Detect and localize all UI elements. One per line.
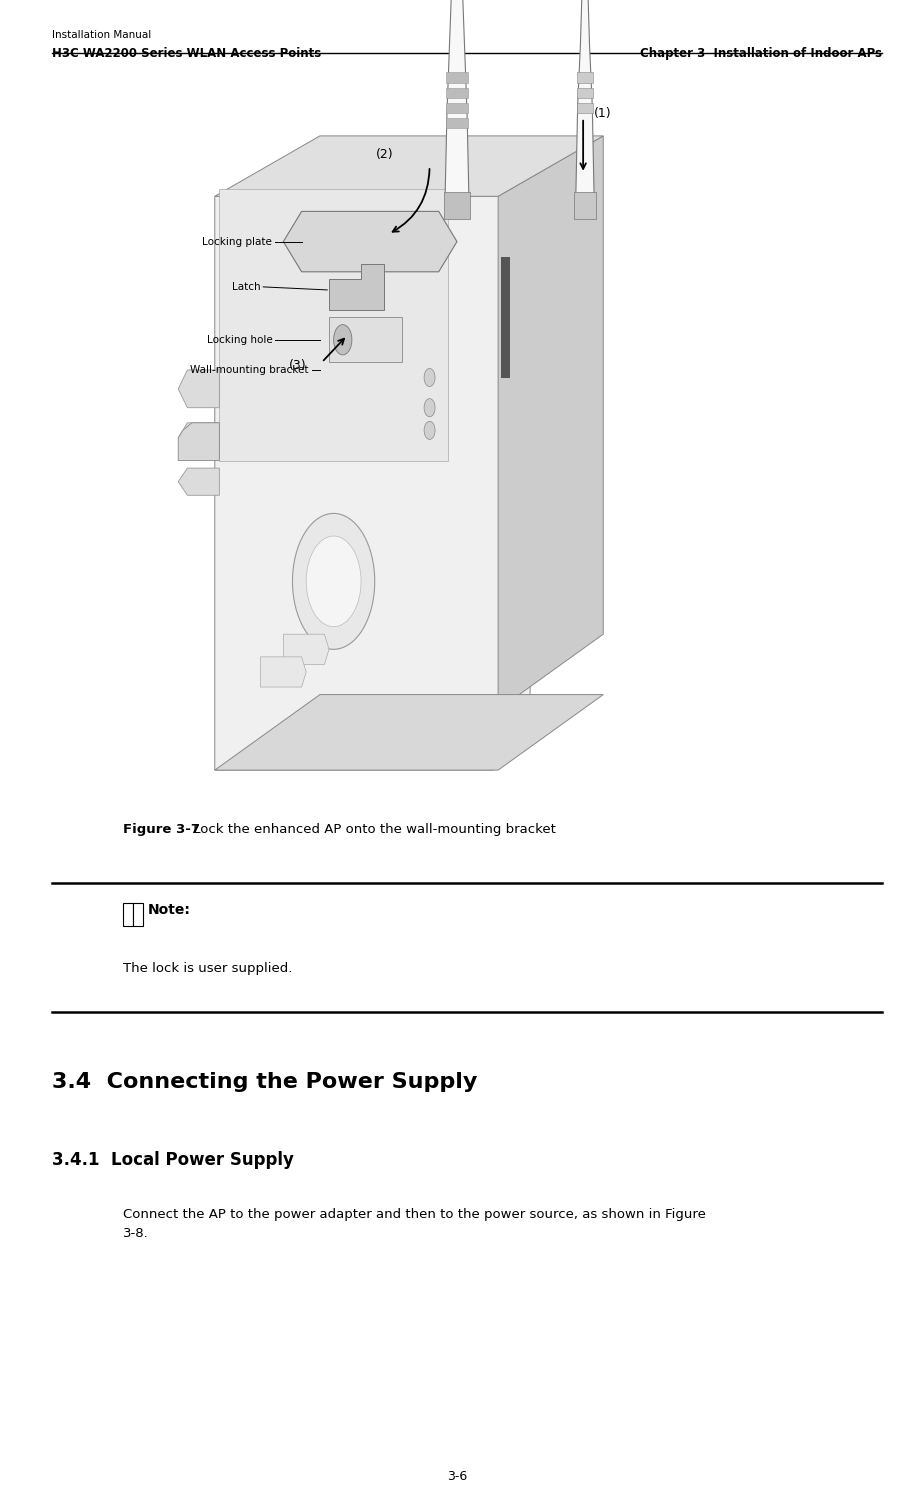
Polygon shape [445, 0, 469, 196]
Text: 3-6: 3-6 [447, 1471, 467, 1483]
Text: Locking hole: Locking hole [207, 335, 272, 344]
Text: 3.4  Connecting the Power Supply: 3.4 Connecting the Power Supply [52, 1072, 477, 1092]
Circle shape [424, 399, 435, 417]
Text: (1): (1) [594, 107, 611, 119]
Text: Chapter 3  Installation of Indoor APs: Chapter 3 Installation of Indoor APs [640, 47, 882, 60]
Polygon shape [498, 136, 603, 710]
Text: Lock the enhanced AP onto the wall-mounting bracket: Lock the enhanced AP onto the wall-mount… [189, 823, 556, 837]
Bar [444, 192, 470, 219]
Bar [446, 72, 468, 83]
Text: Connect the AP to the power adapter and then to the power source, as shown in Fi: Connect the AP to the power adapter and … [123, 1208, 707, 1240]
Text: 3.4.1  Local Power Supply: 3.4.1 Local Power Supply [52, 1151, 294, 1169]
Text: H3C WA2200 Series WLAN Access Points: H3C WA2200 Series WLAN Access Points [52, 47, 322, 60]
Text: Figure 3-7: Figure 3-7 [123, 823, 200, 837]
Circle shape [292, 513, 375, 649]
Bar [577, 72, 593, 83]
Bar [123, 903, 133, 926]
Text: The lock is user supplied.: The lock is user supplied. [123, 962, 292, 975]
Circle shape [334, 325, 352, 355]
Polygon shape [329, 264, 384, 310]
Text: (2): (2) [376, 148, 393, 160]
Bar [574, 192, 596, 219]
Text: (3): (3) [289, 359, 306, 371]
Circle shape [424, 421, 435, 439]
Polygon shape [215, 196, 530, 770]
Bar [133, 903, 143, 926]
Polygon shape [576, 0, 594, 196]
Bar [446, 118, 468, 128]
Polygon shape [283, 211, 457, 272]
Text: Locking plate: Locking plate [203, 237, 272, 246]
Bar [501, 257, 510, 378]
Bar [577, 103, 593, 113]
Polygon shape [178, 423, 219, 453]
Circle shape [306, 536, 361, 627]
Text: Wall-mounting bracket: Wall-mounting bracket [190, 365, 309, 374]
Polygon shape [215, 136, 603, 196]
Polygon shape [283, 634, 329, 664]
Polygon shape [178, 468, 219, 495]
Text: Installation Manual: Installation Manual [52, 30, 152, 41]
Polygon shape [219, 189, 448, 461]
Bar [446, 103, 468, 113]
Text: Latch: Latch [232, 282, 260, 291]
Polygon shape [215, 695, 603, 770]
Circle shape [424, 368, 435, 387]
Bar [329, 317, 402, 362]
Polygon shape [178, 423, 219, 461]
Polygon shape [260, 657, 306, 687]
Bar [446, 88, 468, 98]
Text: Note:: Note: [148, 903, 191, 917]
Bar [577, 88, 593, 98]
Polygon shape [178, 370, 219, 408]
